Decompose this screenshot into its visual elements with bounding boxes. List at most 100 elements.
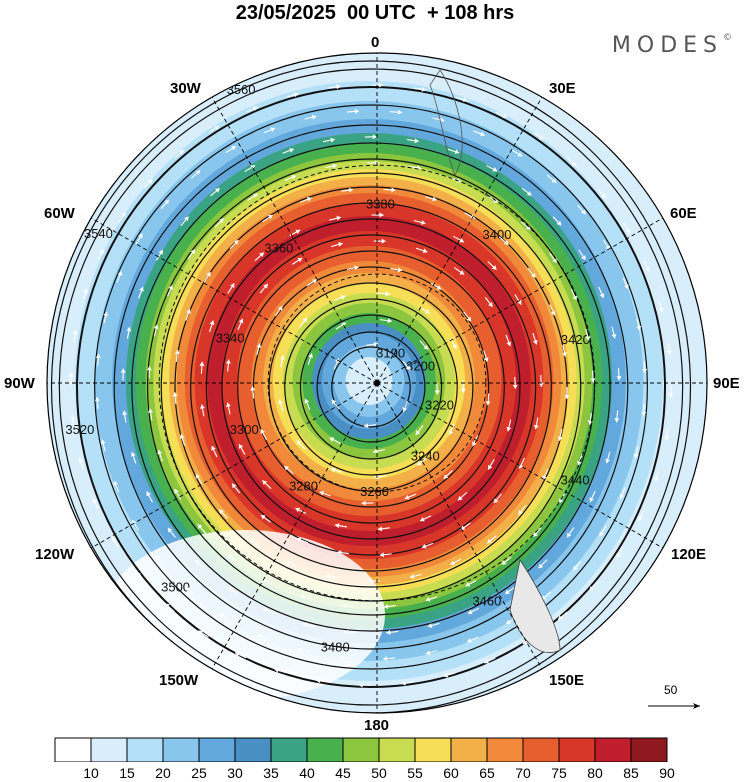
wind-vectors (68, 82, 674, 688)
contour-line (268, 282, 474, 492)
wind-vector-head (439, 117, 445, 123)
wind-vector-head (199, 404, 205, 409)
wind-vector-head (590, 378, 596, 383)
colorbar-tick-label: 55 (407, 765, 423, 781)
wind-vector-head (186, 309, 191, 314)
contour-line (299, 314, 443, 460)
wind-vector-head (339, 655, 345, 661)
wind-vector-head (605, 458, 611, 464)
wind-vector-head (585, 336, 591, 341)
south-pole-marker (374, 380, 380, 386)
wind-vector-head (285, 560, 291, 566)
wind-vector-head (382, 656, 388, 662)
wind-vector-head (190, 249, 195, 255)
graticule (47, 53, 707, 713)
wind-vector-head (391, 187, 396, 193)
wind-vector-head (126, 326, 132, 332)
wind-vector-head (616, 376, 622, 381)
wind-vector-head (214, 188, 220, 193)
wind-vector-head (83, 288, 88, 294)
wind-vector-head (538, 563, 544, 569)
wind-vector-head (397, 267, 403, 273)
wind-speed-band (345, 357, 393, 405)
wind-vector-head (530, 272, 536, 278)
wind-vector-head (263, 608, 269, 613)
wind-vector-head (227, 587, 232, 592)
contour-line (131, 142, 611, 632)
wind-vector-head (219, 509, 224, 515)
wind-vector-head (488, 464, 493, 470)
wind-vector-head (348, 187, 354, 193)
wind-vector-head (616, 552, 621, 558)
lon-label-120e: 120E (671, 546, 707, 563)
wind-vector-head (562, 352, 567, 357)
wind-vector-head (325, 574, 330, 580)
wind-vector-head (364, 423, 369, 429)
colorbar-tick-label: 90 (659, 765, 675, 781)
contour-label: 3440 (561, 473, 590, 488)
contour-label: 3480 (321, 639, 350, 654)
wind-vector-head (279, 355, 285, 360)
wind-vector-head (664, 435, 670, 440)
wind-vector-head (354, 265, 359, 271)
colorbar-tick-label: 70 (515, 765, 531, 781)
wind-vector-head (456, 178, 462, 183)
contour-label: 3200 (406, 359, 435, 374)
wind-vector-head (304, 398, 310, 404)
colorbar-swatch (558, 737, 596, 762)
wind-vector-head (172, 392, 178, 397)
wind-vector-head (638, 516, 643, 521)
wind-vector-head (443, 672, 449, 678)
wind-vector-head (460, 525, 466, 530)
colorbar-swatch (234, 737, 272, 762)
colorbar-swatch (306, 737, 344, 762)
wind-vector-head (261, 578, 267, 583)
meridian-line (211, 382, 378, 670)
wind-vector-head (358, 682, 363, 688)
wind-vector-head (316, 678, 321, 684)
wind-vector-head (148, 408, 154, 413)
wind-vector-head (297, 647, 303, 653)
contour-line (284, 298, 458, 476)
wind-vector-head (231, 146, 236, 151)
wind-vector-head (459, 270, 465, 275)
wind-vector-head (195, 474, 201, 479)
wind-vector-head (335, 523, 340, 529)
wind-vector-head (256, 343, 262, 349)
wind-vector-head (625, 228, 631, 234)
wind-vector-head (138, 233, 143, 239)
wind-vector-head (235, 652, 240, 657)
contour-line (50, 60, 692, 713)
colorbar-tick-label: 30 (227, 765, 243, 781)
wind-vector-head (436, 285, 442, 290)
wind-vector-head (572, 161, 577, 167)
wind-vector-head (174, 349, 180, 355)
wind-vector-head (334, 358, 340, 364)
wind-vector-head (270, 127, 275, 132)
wind-vector-head (383, 604, 389, 609)
wind-vector-head (405, 365, 411, 371)
wind-vector-head (297, 257, 303, 263)
wind-vector-head (432, 196, 437, 202)
wind-vector-head (459, 238, 464, 243)
colorbar-swatch (378, 737, 416, 762)
reference-vector-head (693, 703, 700, 709)
map-boundary (46, 52, 708, 714)
wind-vector-head (466, 316, 472, 322)
wind-vector-head (198, 630, 204, 635)
wind-vector-head (564, 394, 570, 399)
contour-line (221, 234, 521, 540)
contour-label: 3240 (411, 448, 440, 463)
wind-vector-head (611, 333, 617, 339)
wind-vector-head (614, 418, 620, 423)
wind-vector-head (274, 668, 280, 673)
wind-vector-head (267, 215, 273, 220)
wind-vector-head (422, 248, 428, 254)
wind-vector-head (483, 357, 489, 362)
wind-vector-head (185, 587, 191, 592)
wind-vector-head (415, 430, 421, 435)
wind-vector-head (387, 318, 392, 324)
colorbar-tick-label: 45 (335, 765, 351, 781)
wind-vector-head (404, 494, 410, 500)
wind-vector-head (68, 372, 74, 377)
